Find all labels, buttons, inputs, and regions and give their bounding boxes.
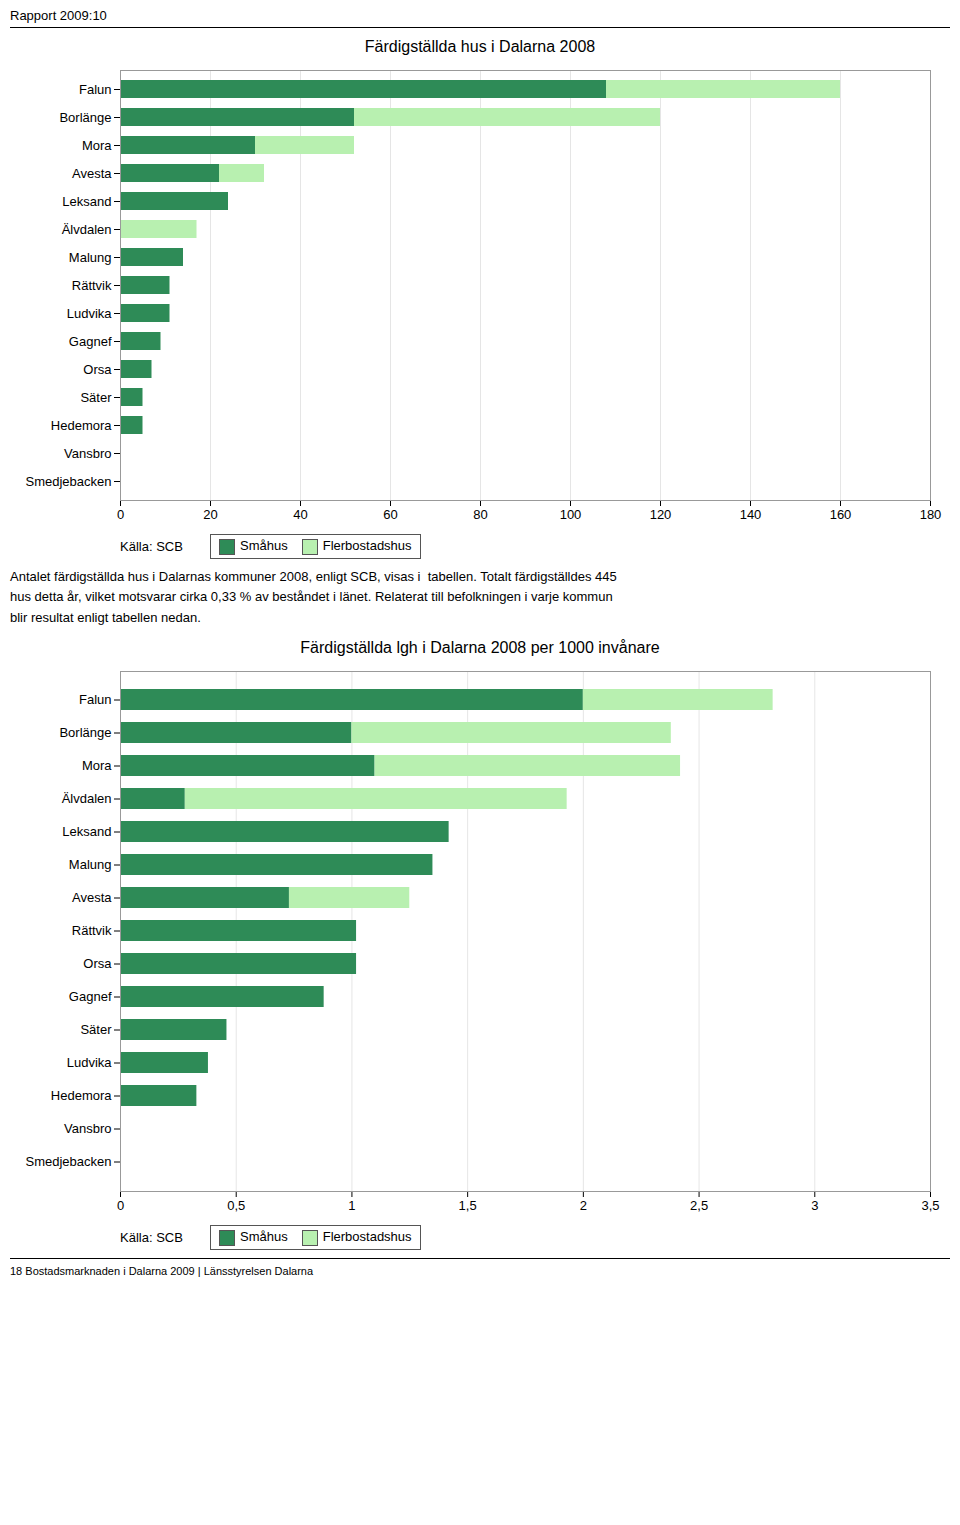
svg-text:Falun: Falun [79, 82, 112, 97]
svg-text:Rättvik: Rättvik [72, 923, 112, 938]
html-text:Färdigställda lgh i Dalarna 20: Färdigställda lgh i Dalarna 2008 per 100… [300, 639, 660, 656]
svg-text:1: 1 [348, 1198, 355, 1213]
svg-text:Avesta: Avesta [72, 166, 112, 181]
svg-text:120: 120 [650, 507, 672, 522]
html-text:Källa: SCB: Källa: SCB [120, 1229, 183, 1245]
html-text:Flerbostadshus: Flerbostadshus [322, 538, 412, 553]
html-text:Färdigställda hus i Dalarna 20: Färdigställda hus i Dalarna 2008 [364, 38, 596, 55]
svg-text:Orsa: Orsa [83, 362, 112, 377]
svg-text:20: 20 [203, 507, 217, 522]
svg-text:Borlänge: Borlänge [59, 110, 111, 125]
svg-text:Gagnef: Gagnef [69, 334, 112, 349]
svg-text:0,5: 0,5 [227, 1198, 245, 1213]
svg-text:0: 0 [117, 507, 124, 522]
svg-text:3,5: 3,5 [921, 1198, 939, 1213]
html-text:Småhus: Småhus [240, 1229, 288, 1244]
svg-text:Mora: Mora [82, 138, 112, 153]
svg-text:Rättvik: Rättvik [72, 278, 112, 293]
html-text:18 Bostadsmarknaden i Dalarna: 18 Bostadsmarknaden i Dalarna 2009 | Län… [10, 1264, 314, 1277]
svg-text:2: 2 [580, 1198, 587, 1213]
svg-text:Leksand: Leksand [62, 824, 111, 839]
svg-text:Hedemora: Hedemora [51, 418, 112, 433]
svg-text:Malung: Malung [69, 857, 112, 872]
svg-text:Ludvika: Ludvika [67, 306, 113, 321]
svg-text:Vansbro: Vansbro [64, 446, 111, 461]
svg-text:Älvdalen: Älvdalen [62, 791, 112, 806]
svg-text:40: 40 [293, 507, 307, 522]
svg-text:160: 160 [830, 507, 852, 522]
svg-text:3: 3 [811, 1198, 818, 1213]
svg-text:Orsa: Orsa [83, 956, 112, 971]
svg-text:1,5: 1,5 [459, 1198, 477, 1213]
svg-text:Säter: Säter [80, 390, 112, 405]
html-text:Antalet färdigställda hus i Da: Antalet färdigställda hus i Dalarnas kom… [10, 568, 617, 626]
svg-text:Leksand: Leksand [62, 194, 111, 209]
svg-text:Ludvika: Ludvika [67, 1055, 113, 1070]
svg-text:80: 80 [473, 507, 487, 522]
html-text:Rapport 2009:10: Rapport 2009:10 [10, 8, 107, 23]
svg-text:Vansbro: Vansbro [64, 1121, 111, 1136]
svg-text:Mora: Mora [82, 758, 112, 773]
svg-text:Malung: Malung [69, 250, 112, 265]
svg-text:2,5: 2,5 [690, 1198, 708, 1213]
svg-text:100: 100 [560, 507, 582, 522]
html-text:Småhus: Småhus [240, 538, 288, 553]
svg-text:Avesta: Avesta [72, 890, 112, 905]
svg-text:Smedjebacken: Smedjebacken [26, 474, 112, 489]
svg-text:Hedemora: Hedemora [51, 1088, 112, 1103]
svg-text:180: 180 [920, 507, 942, 522]
svg-text:Smedjebacken: Smedjebacken [26, 1154, 112, 1169]
svg-text:Falun: Falun [79, 692, 112, 707]
html-text:Källa: SCB: Källa: SCB [120, 538, 183, 554]
svg-text:Säter: Säter [80, 1022, 112, 1037]
svg-text:60: 60 [383, 507, 397, 522]
svg-text:0: 0 [117, 1198, 124, 1213]
svg-text:Älvdalen: Älvdalen [62, 222, 112, 237]
svg-text:Gagnef: Gagnef [69, 989, 112, 1004]
html-text:Flerbostadshus: Flerbostadshus [322, 1229, 412, 1244]
svg-text:140: 140 [740, 507, 762, 522]
svg-text:Borlänge: Borlänge [59, 725, 111, 740]
